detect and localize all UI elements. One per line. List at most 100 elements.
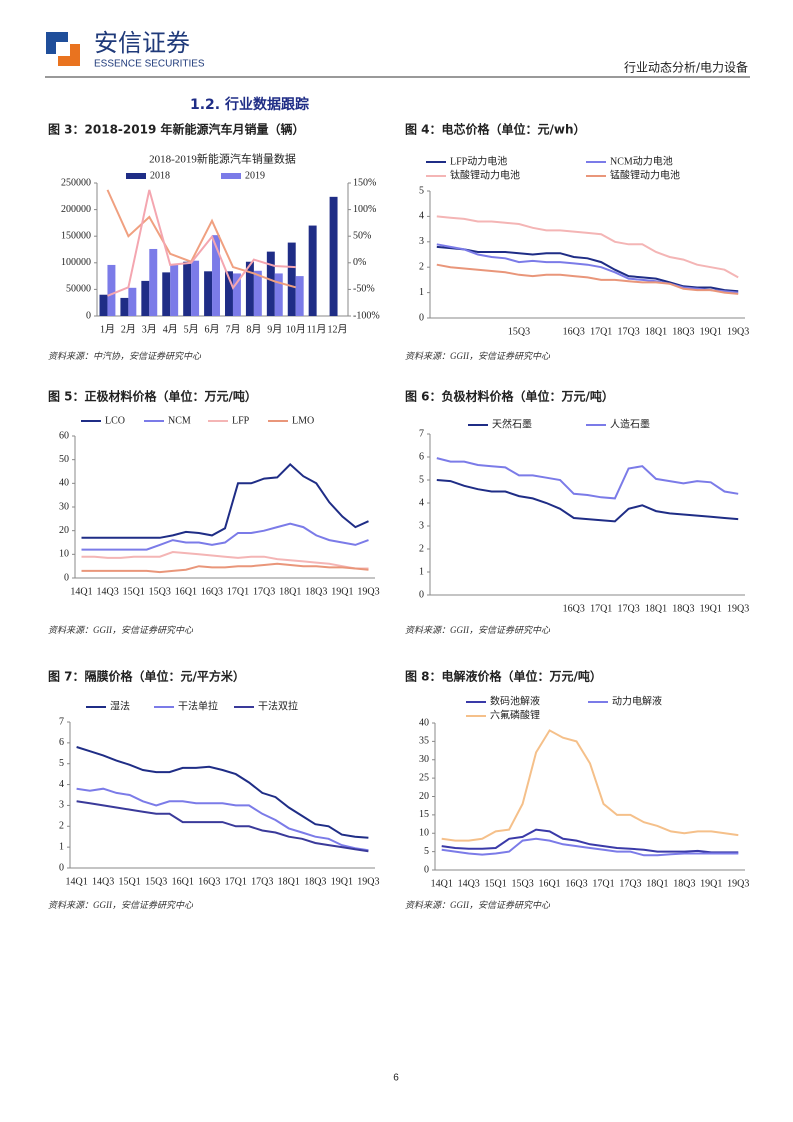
x-tick-label: 15Q3 <box>508 326 530 337</box>
line-series <box>81 550 369 570</box>
brand-en: ESSENCE SECURITIES <box>94 59 205 70</box>
x-tick-label: 19Q3 <box>357 876 379 887</box>
source-note: 资料来源：GGII，安信证券研究中心 <box>405 900 551 910</box>
figure-caption: 图 7：隔膜价格（单位：元/平方米） <box>48 669 245 684</box>
bar <box>308 225 317 316</box>
bar <box>191 260 200 316</box>
x-tick-label: 11月 <box>307 323 327 335</box>
y-tick-label: 7 <box>59 716 64 727</box>
x-tick-label: 19Q1 <box>700 878 722 889</box>
y-tick-label: 20 <box>59 525 69 536</box>
x-tick-label: 15Q3 <box>145 876 167 887</box>
y-tick-label: 25 <box>419 772 429 783</box>
y-tick-label: 10 <box>59 549 69 560</box>
page-number: 6 <box>393 1073 399 1084</box>
line-series <box>436 263 739 295</box>
x-tick-label: 2月 <box>121 323 136 335</box>
line-series <box>441 828 739 854</box>
x-tick-label: 6月 <box>205 323 220 335</box>
x-tick-label: 16Q3 <box>563 326 585 337</box>
legend-swatch <box>126 173 146 179</box>
y2-tick-label: -100% <box>353 310 380 321</box>
legend-label: 湿法 <box>110 699 130 712</box>
y-tick-label: 3 <box>419 520 424 531</box>
x-tick-label: 10月 <box>286 323 306 335</box>
x-tick-label: 17Q1 <box>592 878 614 889</box>
bar <box>212 235 220 316</box>
legend-label: LFP <box>232 415 250 426</box>
section-title: 1.2. 行业数据跟踪 <box>190 96 309 113</box>
y2-tick-label: 100% <box>353 204 376 215</box>
bar <box>170 264 179 316</box>
figure-caption: 图 6：负极材料价格（单位：万元/吨） <box>405 389 614 404</box>
legend-label: 人造石墨 <box>610 417 650 430</box>
legend-label: 数码池解液 <box>490 694 540 707</box>
y-tick-label: 2 <box>419 543 424 554</box>
bar <box>295 276 304 316</box>
bar <box>225 271 233 316</box>
legend-label: LCO <box>105 415 125 426</box>
y-tick-label: 0 <box>59 862 64 873</box>
x-tick-label: 18Q3 <box>673 878 695 889</box>
bar <box>183 261 192 316</box>
x-tick-label: 18Q1 <box>278 876 300 887</box>
y-tick-label: 1 <box>59 841 64 852</box>
y-tick-label: 0 <box>424 864 429 875</box>
source-note: 资料来源：中汽协，安信证券研究中心 <box>48 351 202 361</box>
y-tick-label: 0 <box>86 310 91 321</box>
x-tick-label: 14Q3 <box>92 876 114 887</box>
x-tick-label: 18Q3 <box>672 326 694 337</box>
y-tick-label: 50000 <box>66 284 91 295</box>
x-tick-label: 17Q3 <box>617 603 639 614</box>
bar <box>128 287 137 316</box>
y-tick-label: 3 <box>419 236 424 247</box>
y-tick-label: 2 <box>419 261 424 272</box>
bar <box>274 273 283 316</box>
x-tick-label: 14Q1 <box>431 878 453 889</box>
legend-label: 2018 <box>150 170 170 181</box>
y-tick-label: 100000 <box>61 257 91 268</box>
x-tick-label: 17Q3 <box>619 878 641 889</box>
x-tick-label: 8月 <box>246 323 261 335</box>
line-series <box>436 215 739 279</box>
line-series <box>441 729 739 842</box>
x-tick-label: 19Q1 <box>700 603 722 614</box>
y2-tick-label: 150% <box>353 177 376 188</box>
legend-swatch <box>221 173 241 179</box>
x-tick-label: 19Q3 <box>357 586 379 597</box>
logo-block <box>56 42 70 56</box>
x-tick-label: 16Q1 <box>175 586 197 597</box>
line-series <box>107 189 296 297</box>
chart-title: 2018-2019新能源汽车销量数据 <box>149 152 296 166</box>
y-tick-label: 50 <box>59 454 69 465</box>
legend-label: 六氟磷酸锂 <box>490 708 540 721</box>
y-tick-label: 250000 <box>61 177 91 188</box>
brand: 安信证券 <box>94 29 190 57</box>
y-tick-label: 5 <box>59 758 64 769</box>
x-tick-label: 7月 <box>225 323 240 335</box>
y2-tick-label: 0% <box>353 257 366 268</box>
figure-caption: 图 5：正极材料价格（单位：万元/吨） <box>48 389 257 404</box>
line-series <box>436 479 739 523</box>
legend-label: 钛酸锂动力电池 <box>450 168 520 181</box>
bar <box>107 264 116 316</box>
x-tick-label: 19Q1 <box>331 876 353 887</box>
x-tick-label: 15Q1 <box>123 586 145 597</box>
x-tick-label: 4月 <box>163 323 178 335</box>
x-tick-label: 3月 <box>142 323 157 335</box>
x-tick-label: 17Q1 <box>227 586 249 597</box>
x-tick-label: 19Q3 <box>727 878 749 889</box>
x-tick-label: 14Q3 <box>458 878 480 889</box>
x-tick-label: 18Q1 <box>645 326 667 337</box>
bar <box>99 294 108 316</box>
bar <box>287 242 296 316</box>
line-series <box>76 746 369 839</box>
x-tick-label: 15Q3 <box>149 586 171 597</box>
line-series <box>436 245 739 293</box>
line-series <box>436 243 739 294</box>
x-tick-label: 18Q1 <box>279 586 301 597</box>
report-type: 行业动态分析/电力设备 <box>624 61 748 75</box>
x-tick-label: 14Q3 <box>96 586 118 597</box>
source-note: 资料来源：GGII，安信证券研究中心 <box>405 625 551 635</box>
